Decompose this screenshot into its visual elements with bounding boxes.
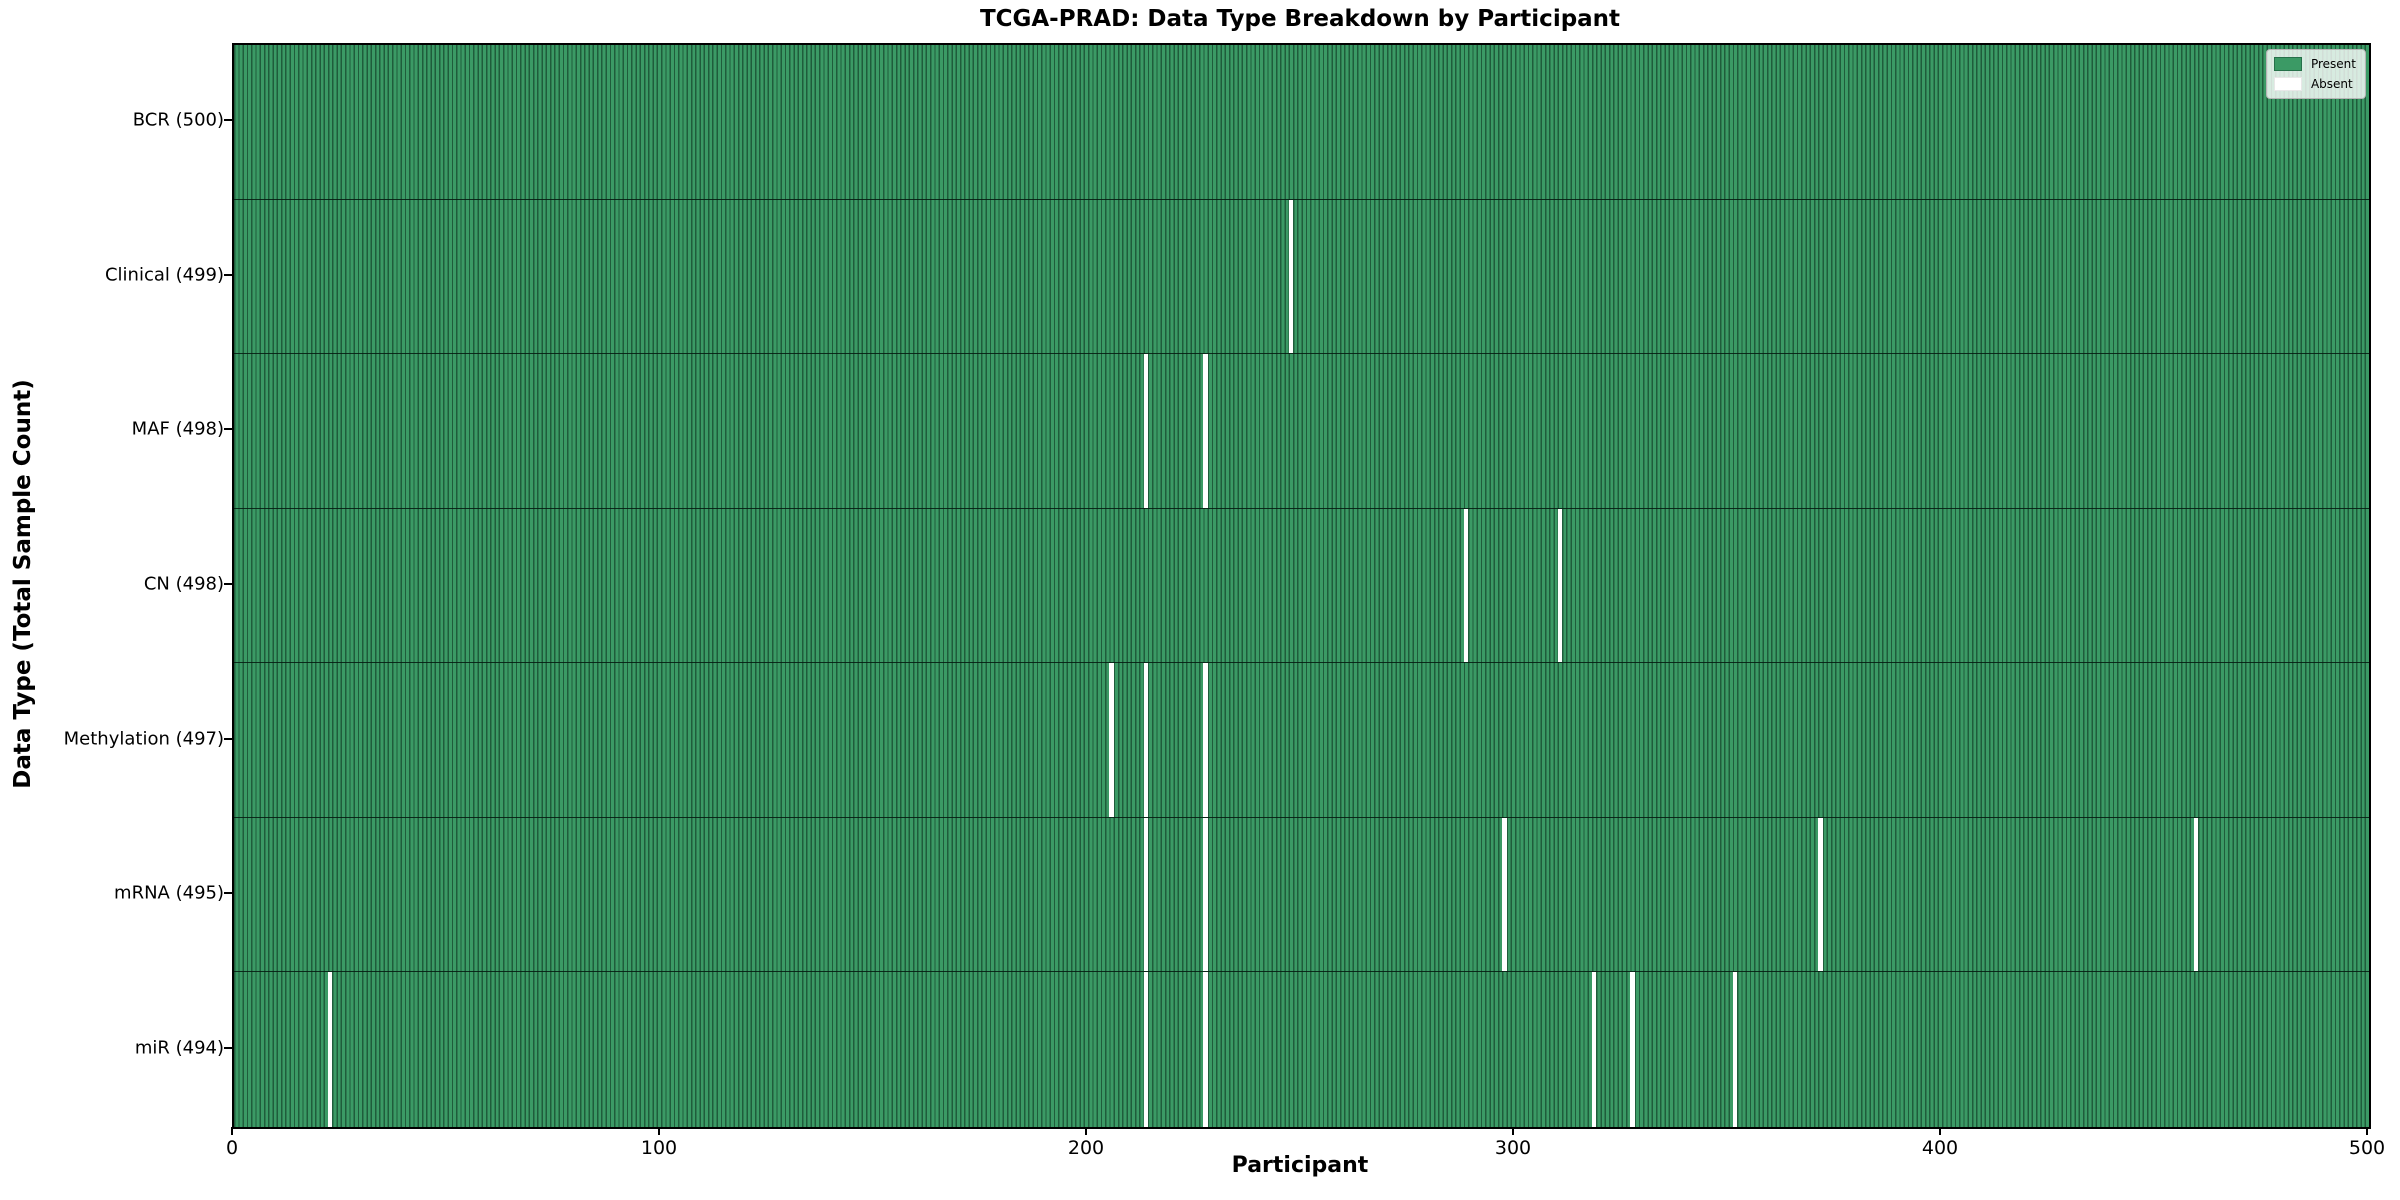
heatmap-row-bcr — [234, 45, 2369, 200]
x-axis-label: Participant — [1231, 1153, 1369, 1178]
legend-entry-present: Present — [2273, 56, 2356, 71]
legend-swatch-present-icon — [2273, 57, 2302, 71]
y-tick-mark — [224, 428, 232, 431]
heatmap-row-clinical — [234, 199, 2369, 355]
absent-cell — [1732, 972, 1738, 1127]
absent-cell — [1557, 508, 1563, 663]
y-axis-label: Data Type (Total Sample Count) — [10, 379, 36, 789]
x-tick-label-300: 300 — [1494, 1137, 1532, 1159]
absent-cell — [1203, 817, 1208, 972]
absent-cell — [1463, 508, 1469, 663]
y-tick-mark — [224, 1046, 232, 1049]
absent-cell — [1109, 663, 1114, 817]
legend-swatch-absent-icon — [2273, 77, 2302, 91]
legend: Present Absent — [2265, 49, 2366, 99]
absent-cell — [1818, 817, 1823, 972]
y-tick-label-methylation: Methylation (497) — [63, 728, 224, 750]
y-tick-label-maf: MAF (498) — [131, 418, 224, 440]
absent-cell — [1203, 663, 1208, 817]
y-tick-label-mrna: mRNA (495) — [114, 882, 224, 904]
absent-cell — [1203, 972, 1208, 1127]
x-tick-label-200: 200 — [1067, 1137, 1105, 1159]
absent-cell — [1143, 817, 1148, 972]
legend-entry-absent: Absent — [2273, 76, 2356, 91]
legend-label-absent: Absent — [2310, 76, 2353, 91]
x-tick-mark — [2366, 1127, 2368, 1135]
x-tick-label-0: 0 — [225, 1137, 239, 1159]
y-tick-mark — [224, 273, 232, 276]
x-tick-mark — [658, 1127, 660, 1135]
x-tick-label-400: 400 — [1921, 1137, 1959, 1159]
absent-cell — [1502, 817, 1507, 972]
absent-cell — [1143, 972, 1148, 1127]
y-tick-mark — [224, 119, 232, 122]
y-tick-mark — [224, 737, 232, 740]
absent-cell — [1143, 354, 1148, 508]
heatmap-row-methylation — [234, 663, 2369, 818]
y-tick-label-bcr: BCR (500) — [132, 109, 224, 131]
absent-cell — [1630, 972, 1635, 1127]
x-tick-label-500: 500 — [2348, 1137, 2386, 1159]
absent-cell — [1591, 972, 1597, 1127]
heatmap-row-mrna — [234, 817, 2369, 973]
x-tick-mark — [1085, 1127, 1087, 1135]
y-tick-label-mir: miR (494) — [134, 1037, 224, 1059]
x-tick-mark — [231, 1127, 233, 1135]
y-tick-label-clinical: Clinical (499) — [104, 264, 224, 286]
absent-cell — [1203, 354, 1208, 508]
absent-cell — [327, 972, 333, 1127]
plot-area: Present Absent — [232, 43, 2371, 1129]
x-tick-mark — [1512, 1127, 1514, 1135]
y-tick-mark — [224, 892, 232, 895]
y-tick-mark — [224, 583, 232, 585]
legend-label-present: Present — [2310, 56, 2356, 71]
absent-cell — [1288, 199, 1294, 354]
heatmap-row-mir — [234, 972, 2369, 1127]
chart-title: TCGA-PRAD: Data Type Breakdown by Partic… — [979, 6, 1621, 32]
x-tick-label-100: 100 — [640, 1137, 678, 1159]
y-tick-label-cn: CN (498) — [143, 573, 224, 595]
heatmap-row-cn — [234, 508, 2369, 664]
absent-cell — [1143, 663, 1148, 817]
absent-cell — [2193, 817, 2199, 972]
heatmap-row-maf — [234, 354, 2369, 509]
x-tick-mark — [1939, 1127, 1941, 1135]
